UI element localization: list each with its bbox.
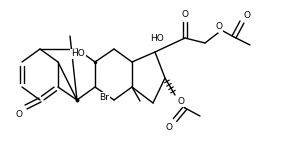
Text: O: O: [177, 97, 184, 106]
Text: O: O: [182, 10, 188, 19]
Text: Br: Br: [99, 93, 109, 102]
Text: O: O: [244, 11, 251, 20]
Text: O: O: [16, 110, 23, 119]
Text: O: O: [165, 123, 172, 132]
Text: HO: HO: [71, 49, 85, 58]
Text: HO: HO: [150, 34, 164, 43]
Text: O: O: [216, 22, 223, 31]
